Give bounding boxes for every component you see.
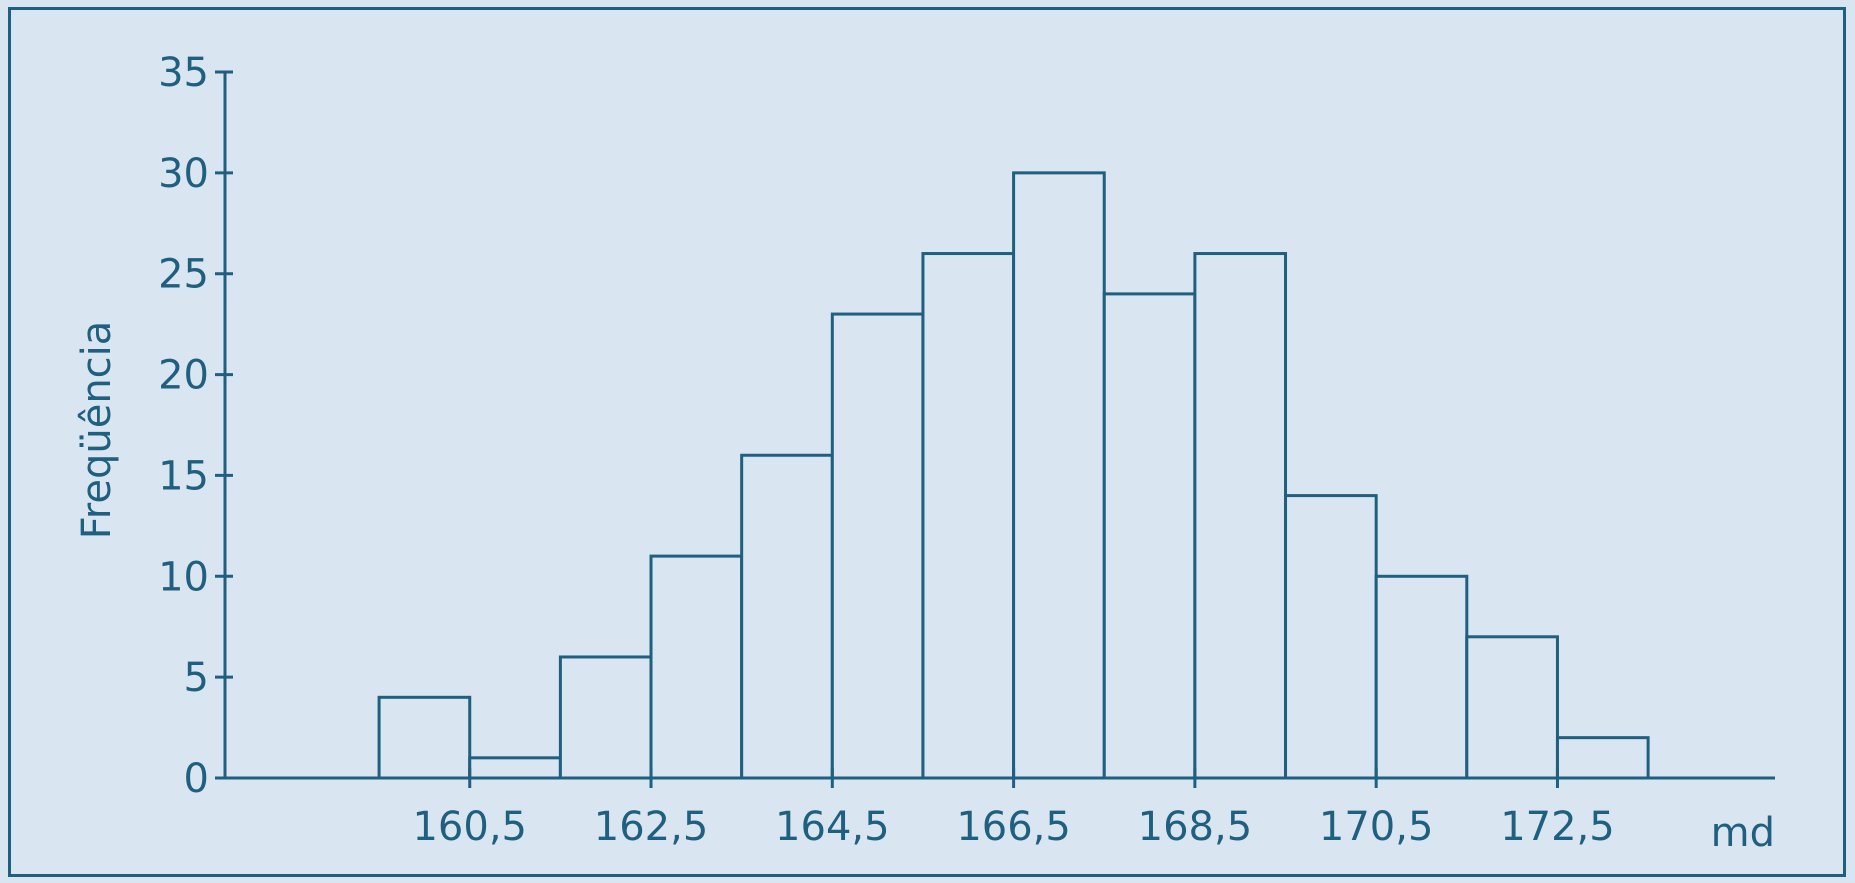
y-tick-label: 20 [158,353,209,399]
histogram-bar [1012,171,1106,780]
histogram-bar [740,453,834,780]
x-tick-label: 168,5 [1138,804,1253,850]
histogram-bar [1465,635,1559,780]
x-ticks-group: 160,5 162,5 164,5 166,5 168,5 170,5 172,5 [412,768,1615,850]
histogram-bar [1555,736,1650,780]
y-tick-label: 10 [158,554,209,600]
x-tick-label: 170,5 [1319,804,1434,850]
x-axis-title: md [1711,810,1775,856]
y-tick-label: 15 [158,453,209,499]
y-tick-label: 0 [184,756,209,802]
y-tick-label: 30 [158,151,209,197]
y-tick-label: 35 [158,50,209,96]
histogram-bar [468,756,562,780]
y-axis-title: Freqüência [74,321,120,540]
histogram-bar [1102,292,1197,780]
y-tick-label: 25 [158,252,209,298]
histogram-bar [921,252,1016,780]
x-tick-label: 172,5 [1500,804,1615,850]
y-ticks-group: 0 5 10 15 20 25 30 35 [158,50,233,802]
histogram-bar [830,312,925,780]
x-tick-label: 166,5 [956,804,1071,850]
histogram-bar [377,695,472,780]
y-tick-label: 5 [184,655,209,701]
histogram-bar [1374,574,1469,780]
bars-group [377,171,1650,780]
histogram-bar [1193,252,1288,780]
histogram-bar [649,554,744,780]
histogram-bar [1284,494,1378,780]
histogram-bar [558,655,653,780]
x-tick-label: 164,5 [775,804,890,850]
x-tick-label: 162,5 [594,804,709,850]
x-tick-label: 160,5 [412,804,527,850]
